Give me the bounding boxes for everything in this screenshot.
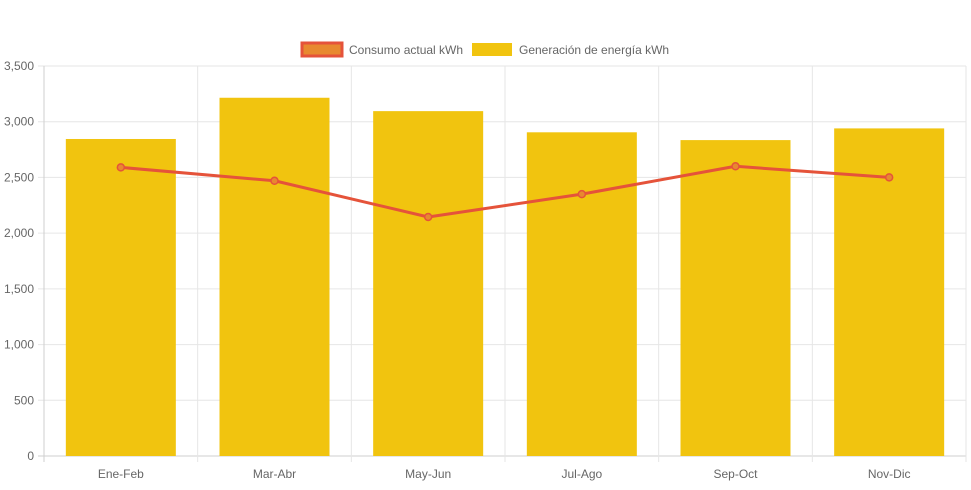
bar-nov-dic[interactable] [834, 128, 945, 456]
bar-ene-feb[interactable] [65, 138, 176, 456]
x-tick-label: Nov-Dic [868, 467, 911, 481]
axis-layer: 0 500 1,000 1,500 2,000 2,500 3,000 3,500 Ene-Fe… [4, 59, 911, 481]
legend-item-generacion[interactable]: Generación de energía kWh [472, 43, 669, 57]
y-tick-label: 3,500 [4, 59, 34, 73]
x-tick-label: May-Jun [405, 467, 451, 481]
bar-mar-abr[interactable] [219, 97, 330, 456]
x-tick-label: Sep-Oct [713, 467, 758, 481]
consumo-point-nov-dic[interactable] [884, 173, 894, 182]
consumo-line [120, 164, 890, 219]
x-tick-label: Mar-Abr [253, 467, 296, 481]
legend-item-consumo[interactable]: Consumo actual kWh [300, 41, 463, 58]
y-tick-label: 1,500 [4, 282, 34, 296]
y-tick-label: 2,000 [4, 226, 34, 240]
consumo-point-may-jun[interactable] [423, 212, 433, 222]
x-tick-label: Ene-Feb [98, 467, 144, 481]
x-tick-label: Jul-Ago [561, 467, 602, 481]
consumo-point-sep-oct[interactable] [731, 162, 740, 171]
line-layer [116, 162, 894, 222]
y-tick-label: 0 [27, 449, 34, 463]
consumo-point-ene-feb[interactable] [116, 163, 126, 172]
consumo-point-jul-ago[interactable] [577, 189, 587, 199]
legend-swatch-generacion [472, 43, 512, 56]
bar-may-jun[interactable] [373, 111, 484, 456]
consumo-point-mar-abr[interactable] [270, 176, 279, 186]
y-tick-label: 1,000 [4, 338, 34, 352]
y-tick-label: 500 [14, 393, 34, 407]
legend-label-generacion: Generación de energía kWh [519, 43, 669, 57]
legend-label-consumo: Consumo actual kWh [349, 43, 463, 57]
bar-jul-ago[interactable] [526, 132, 637, 457]
grid-layer [38, 65, 967, 462]
y-tick-label: 3,000 [4, 115, 34, 129]
legend-swatch-consumo [300, 41, 344, 58]
bar-sep-oct[interactable] [680, 140, 791, 456]
y-tick-label: 2,500 [4, 170, 34, 184]
legend: Consumo actual kWh Generación de energía… [300, 41, 669, 58]
